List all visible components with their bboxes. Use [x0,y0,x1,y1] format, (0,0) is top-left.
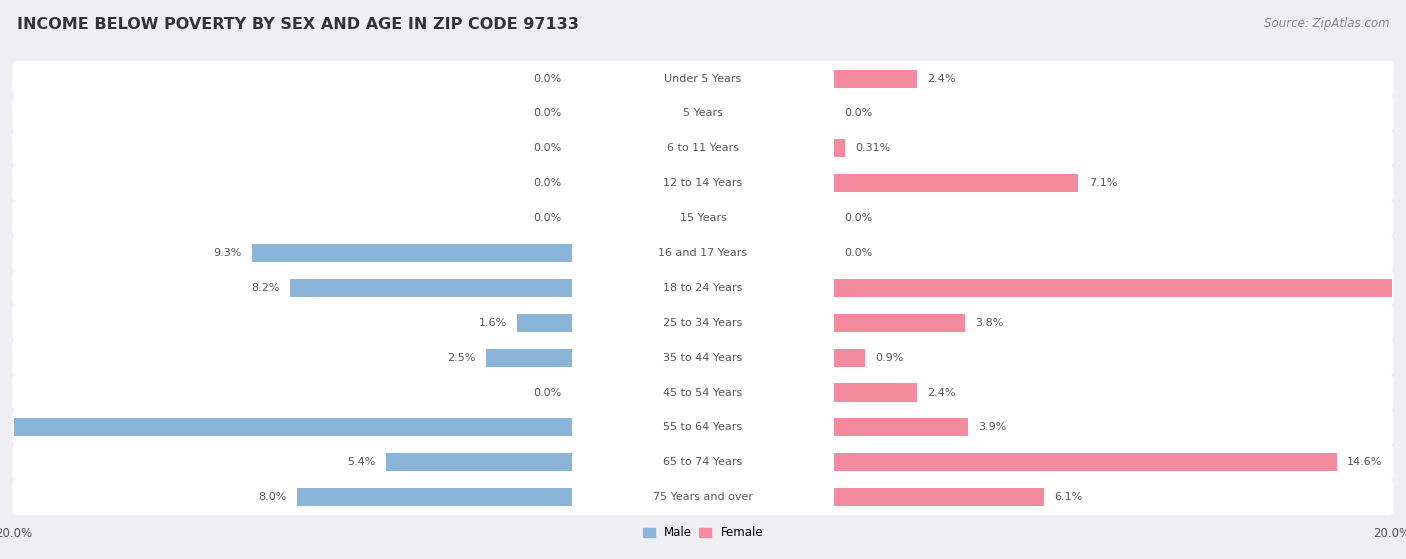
FancyBboxPatch shape [13,444,1393,480]
Bar [834,174,1078,192]
FancyBboxPatch shape [13,200,1393,236]
Text: 35 to 44 Years: 35 to 44 Years [664,353,742,363]
FancyBboxPatch shape [13,305,1393,340]
Text: 15 Years: 15 Years [679,213,727,223]
Text: 0.0%: 0.0% [844,108,873,119]
Bar [834,418,969,437]
Text: 75 Years and over: 75 Years and over [652,492,754,502]
Bar [834,349,865,367]
Bar [0,418,572,437]
Text: 18 to 24 Years: 18 to 24 Years [664,283,742,293]
FancyBboxPatch shape [13,131,1393,166]
Text: 3.8%: 3.8% [976,318,1004,328]
Bar [834,139,845,158]
FancyBboxPatch shape [13,96,1393,131]
Text: 25 to 34 Years: 25 to 34 Years [664,318,742,328]
Text: 55 to 64 Years: 55 to 64 Years [664,423,742,433]
Bar [517,314,572,332]
FancyBboxPatch shape [13,340,1393,376]
Bar [834,314,965,332]
Text: 0.9%: 0.9% [875,353,904,363]
FancyBboxPatch shape [13,235,1393,271]
Bar [834,383,917,401]
Bar [290,279,572,297]
Text: 7.1%: 7.1% [1088,178,1118,188]
Text: 2.5%: 2.5% [447,353,475,363]
Bar [297,488,572,506]
Text: 6 to 11 Years: 6 to 11 Years [666,143,740,153]
Text: 0.0%: 0.0% [844,213,873,223]
Bar [834,488,1045,506]
Text: 5 Years: 5 Years [683,108,723,119]
Text: 16 and 17 Years: 16 and 17 Years [658,248,748,258]
Legend: Male, Female: Male, Female [643,527,763,539]
Text: 0.0%: 0.0% [533,178,562,188]
Bar [252,244,572,262]
Text: 1.6%: 1.6% [478,318,506,328]
Text: 12 to 14 Years: 12 to 14 Years [664,178,742,188]
Text: INCOME BELOW POVERTY BY SEX AND AGE IN ZIP CODE 97133: INCOME BELOW POVERTY BY SEX AND AGE IN Z… [17,17,579,32]
Bar [834,453,1337,471]
Bar [834,69,917,88]
FancyBboxPatch shape [13,410,1393,445]
Text: Source: ZipAtlas.com: Source: ZipAtlas.com [1264,17,1389,30]
FancyBboxPatch shape [13,270,1393,306]
Text: 65 to 74 Years: 65 to 74 Years [664,457,742,467]
Text: 8.2%: 8.2% [250,283,280,293]
Text: 0.0%: 0.0% [844,248,873,258]
Text: 0.31%: 0.31% [855,143,890,153]
Text: 0.0%: 0.0% [533,108,562,119]
FancyBboxPatch shape [13,375,1393,410]
Text: 0.0%: 0.0% [533,213,562,223]
FancyBboxPatch shape [13,480,1393,515]
Text: 14.6%: 14.6% [1347,457,1382,467]
Text: 8.0%: 8.0% [257,492,287,502]
Text: Under 5 Years: Under 5 Years [665,74,741,84]
Text: 0.0%: 0.0% [533,143,562,153]
FancyBboxPatch shape [13,165,1393,201]
Text: 0.0%: 0.0% [533,74,562,84]
Text: 0.0%: 0.0% [533,387,562,397]
Text: 2.4%: 2.4% [927,74,956,84]
Text: 6.1%: 6.1% [1054,492,1083,502]
Bar [486,349,572,367]
FancyBboxPatch shape [13,61,1393,96]
Text: 9.3%: 9.3% [214,248,242,258]
Text: 45 to 54 Years: 45 to 54 Years [664,387,742,397]
Bar [387,453,572,471]
Text: 5.4%: 5.4% [347,457,375,467]
Bar [834,279,1406,297]
Text: 3.9%: 3.9% [979,423,1007,433]
Text: 2.4%: 2.4% [927,387,956,397]
